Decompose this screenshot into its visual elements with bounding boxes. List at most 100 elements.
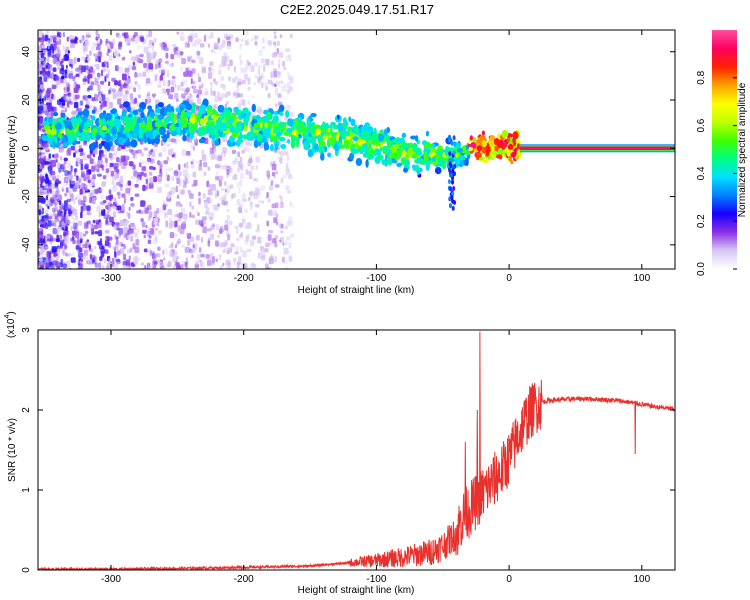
spectrogram-cell — [267, 79, 273, 85]
spectrogram-cell — [221, 56, 227, 62]
spectrogram-cell — [238, 222, 243, 228]
spectrogram-cell — [238, 187, 241, 194]
spectrogram-cell — [211, 204, 217, 210]
spectrogram-cell — [399, 146, 404, 152]
spectrogram-cell — [168, 159, 172, 163]
spectrogram-cell — [148, 181, 154, 185]
spectrogram-cell — [221, 39, 227, 46]
spectrogram-cell — [59, 204, 63, 211]
spectrogram-cell — [82, 46, 88, 52]
spectrogram-cell — [38, 183, 41, 189]
spectrogram-cell — [64, 107, 68, 113]
spectrogram-cell — [296, 139, 300, 148]
spectrogram-cell — [193, 135, 197, 142]
spectrogram-cell — [128, 161, 134, 167]
spectrogram-cell — [123, 101, 130, 108]
spectrogram-cell — [404, 155, 409, 161]
spectrogram-cell — [170, 148, 174, 155]
spectrogram-cell — [240, 113, 246, 119]
spectrogram-cell — [237, 261, 240, 269]
spectrogram-cell — [136, 117, 143, 124]
spectrogram-cell — [274, 35, 277, 39]
spectrogram-cell — [247, 147, 251, 153]
spectrogram-cell — [70, 145, 76, 151]
spectrogram-cell — [411, 164, 417, 169]
spectrogram-cell — [123, 245, 127, 250]
spectrogram-cell — [345, 139, 351, 146]
spectrogram-cell — [55, 75, 60, 81]
spectrogram-cell — [181, 58, 186, 65]
spectrogram-cell — [226, 208, 230, 212]
spectrogram-cell — [119, 175, 123, 181]
spectrogram-cell — [223, 92, 228, 98]
spectrogram-cell — [116, 205, 122, 210]
spectrogram-cell — [230, 242, 234, 247]
spectrogram-cell — [245, 225, 251, 229]
spectrogram-cell — [214, 164, 220, 169]
spectrogram-cell — [279, 34, 283, 39]
spectrogram-x-label: Height of straight line (km) — [298, 285, 415, 296]
spectrogram-cell — [171, 213, 176, 219]
spectrogram-cell — [61, 136, 67, 143]
spectrogram-cell — [40, 264, 45, 269]
spectrogram-cell — [345, 135, 351, 140]
spectrogram-cell — [197, 98, 201, 104]
spectrogram-cell — [92, 153, 95, 158]
spectrogram-cell — [194, 243, 198, 250]
spectrogram-cell — [58, 234, 63, 240]
spectrogram-cell — [240, 163, 245, 169]
spectrogram-cell — [70, 165, 73, 172]
spectrogram-y-tick-label: -40 — [21, 237, 32, 252]
spectrogram-cell — [39, 224, 44, 228]
spectrogram-cell — [64, 200, 68, 208]
spectrogram-cell — [38, 234, 43, 238]
spectrogram-cell — [213, 42, 219, 50]
spectrogram-cell — [145, 34, 149, 38]
spectrogram-cell — [272, 212, 278, 217]
spectrogram-cell — [50, 106, 54, 112]
spectrogram-cell — [507, 137, 510, 143]
spectrogram-cell — [89, 224, 94, 229]
spectrogram-cell — [57, 46, 60, 53]
spectrogram-cell — [104, 240, 110, 247]
spectrogram-cell — [234, 262, 238, 267]
spectrogram-cell — [109, 220, 114, 226]
spectrogram-cell — [401, 132, 407, 139]
spectrogram-cell — [336, 114, 340, 120]
spectrogram-cell — [285, 110, 290, 118]
spectrogram-cell — [75, 67, 79, 72]
spectrogram-cell — [40, 53, 44, 59]
spectrogram-cell — [83, 222, 89, 229]
spectrogram-cell — [59, 241, 63, 249]
spectrogram-cell — [143, 46, 149, 53]
spectrogram-cell — [164, 184, 170, 188]
spectrogram-cell — [162, 203, 168, 208]
spectrogram-cell — [217, 37, 220, 44]
spectrogram-cell — [254, 41, 258, 46]
spectrogram-cell — [85, 32, 90, 37]
spectrogram-cell — [135, 228, 140, 233]
spectrogram-cell — [121, 56, 126, 61]
spectrogram-cell — [118, 227, 123, 235]
spectrogram-cell — [246, 59, 249, 64]
spectrogram-cell — [157, 179, 162, 184]
spectrogram-cell — [204, 34, 207, 41]
spectrogram-cell — [255, 156, 261, 163]
spectrogram-cell — [282, 242, 285, 246]
spectrogram-cell — [95, 30, 99, 36]
spectrogram-cell — [70, 252, 75, 257]
spectrogram-cell — [65, 128, 69, 135]
spectrogram-cell — [253, 178, 257, 182]
spectrogram-cell — [38, 227, 43, 232]
spectrogram-cell — [53, 193, 57, 200]
spectrogram-cell — [49, 163, 54, 169]
spectrogram-cell — [150, 148, 154, 153]
spectrogram-cell — [145, 169, 149, 175]
spectrogram-cell — [242, 191, 245, 199]
spectrogram-cell — [221, 60, 226, 67]
spectrogram-cell — [270, 259, 275, 264]
spectrogram-cell — [92, 219, 96, 224]
spectrogram-cell — [185, 180, 189, 184]
spectrogram-cell — [191, 183, 196, 187]
spectrogram-cell — [120, 115, 124, 121]
